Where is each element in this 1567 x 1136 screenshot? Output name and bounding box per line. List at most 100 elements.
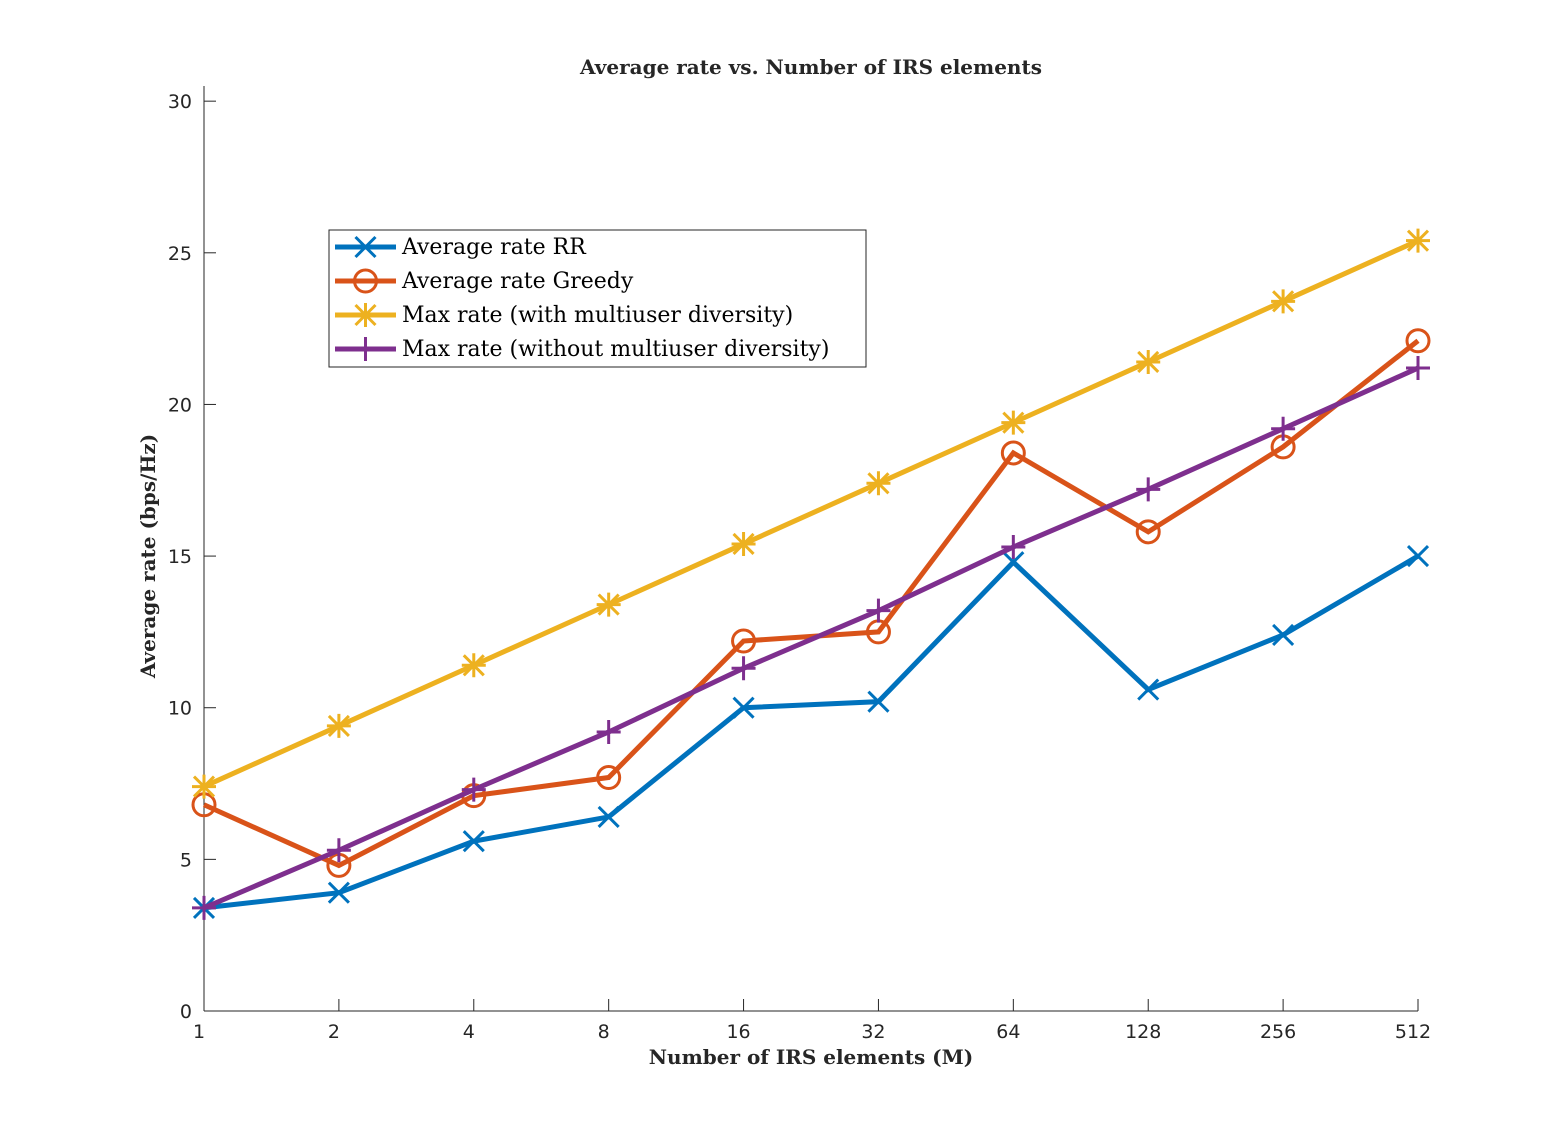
data-point: [1000, 440, 1026, 466]
data-point: [326, 838, 351, 863]
data-point: [731, 656, 756, 681]
legend-marker: [353, 268, 378, 294]
y-tick-label: 30: [168, 91, 192, 113]
data-point: [1406, 356, 1430, 381]
x-axis-ticks: 1 2 4 8 16 32 64 128 256 512: [193, 999, 1431, 1043]
legend-entry: Max rate (with multiuser diversity): [335, 303, 793, 328]
data-point: [867, 690, 890, 713]
data-point: [1001, 410, 1026, 435]
data-point: [192, 895, 216, 920]
chart-title: Average rate vs. Number of IRS elements: [579, 55, 1042, 79]
series-line: [202, 238, 1420, 789]
data-point: [192, 774, 216, 799]
data-point: [192, 895, 216, 920]
series-3: [192, 228, 1430, 799]
data-point: [327, 881, 350, 904]
data-point: [1001, 534, 1026, 559]
legend-entry: Average rate Greedy: [335, 268, 634, 294]
x-tick-label: 128: [1125, 1021, 1161, 1043]
legend-label: Average rate RR: [401, 235, 587, 260]
data-point: [1271, 289, 1296, 314]
data-point: [1272, 623, 1295, 646]
legend-marker: [354, 235, 377, 259]
data-point: [731, 531, 756, 556]
data-point: [1406, 228, 1430, 253]
y-axis-label: Average rate (bps/Hz): [136, 434, 160, 679]
data-point: [596, 719, 621, 744]
data-point: [1406, 545, 1430, 568]
data-point: [1137, 678, 1160, 701]
data-point: [866, 598, 891, 623]
legend-marker: [353, 337, 378, 361]
legend-marker: [353, 303, 378, 327]
data-point: [597, 805, 620, 828]
data-point: [1136, 349, 1161, 374]
data-point: [596, 592, 621, 617]
legend-entry: Max rate (without multiuser diversity): [335, 337, 829, 362]
data-point: [326, 713, 351, 738]
data-point: [1000, 440, 1026, 466]
data-point: [732, 696, 755, 719]
legend-marker: [353, 303, 378, 327]
series-line: [202, 338, 1420, 869]
series-line: [203, 553, 1420, 911]
y-tick-label: 20: [168, 394, 192, 416]
axes: [203, 86, 1418, 1012]
x-tick-label: 256: [1260, 1021, 1296, 1043]
data-point: [1406, 228, 1430, 253]
data-point: [596, 719, 621, 744]
legend-entry: Average rate RR: [335, 235, 587, 260]
data-point: [461, 777, 486, 802]
x-tick-label: 8: [598, 1021, 610, 1043]
data-point: [1001, 534, 1026, 559]
y-tick-label: 0: [180, 1001, 192, 1023]
y-axis-ticks: 0 5 10 15 20 25 30: [168, 91, 216, 1023]
data-point: [326, 838, 351, 863]
data-point: [461, 653, 486, 678]
legend-marker: [353, 337, 378, 361]
series-4: [192, 356, 1430, 920]
data-point: [866, 471, 891, 496]
data-point: [462, 830, 485, 853]
data-point: [867, 690, 890, 713]
x-tick-label: 2: [328, 1021, 340, 1043]
x-axis-label: Number of IRS elements (M): [649, 1045, 973, 1069]
x-tick-label: 512: [1395, 1021, 1431, 1043]
legend-box: [328, 229, 867, 368]
y-tick-label: 5: [180, 849, 192, 871]
legend-marker: [354, 235, 377, 259]
data-point: [1136, 349, 1161, 374]
data-point: [1135, 519, 1161, 545]
data-point: [326, 713, 351, 738]
data-point: [866, 598, 891, 623]
data-point: [1405, 328, 1431, 354]
series-layer: [191, 228, 1431, 920]
data-point: [731, 656, 756, 681]
data-point: [596, 764, 622, 790]
data-point: [1406, 356, 1430, 381]
y-tick-label: 15: [168, 546, 192, 568]
data-point: [1406, 545, 1430, 568]
x-tick-label: 1: [193, 1021, 205, 1043]
series-line: [203, 365, 1420, 911]
data-point: [731, 628, 757, 654]
y-tick-label: 25: [168, 243, 192, 265]
data-point: [731, 628, 757, 654]
data-point: [1405, 328, 1431, 354]
data-point: [596, 592, 621, 617]
data-point: [192, 774, 216, 799]
data-point: [1271, 289, 1296, 314]
data-point: [1272, 623, 1295, 646]
data-point: [866, 471, 891, 496]
legend-marker: [353, 268, 378, 294]
data-point: [461, 777, 486, 802]
data-point: [461, 653, 486, 678]
x-tick-label: 32: [861, 1021, 885, 1043]
data-point: [597, 805, 620, 828]
legend-label: Average rate Greedy: [401, 269, 634, 294]
data-point: [1135, 519, 1161, 545]
y-tick-label: 10: [168, 698, 192, 720]
legend-label: Max rate (with multiuser diversity): [402, 303, 793, 328]
